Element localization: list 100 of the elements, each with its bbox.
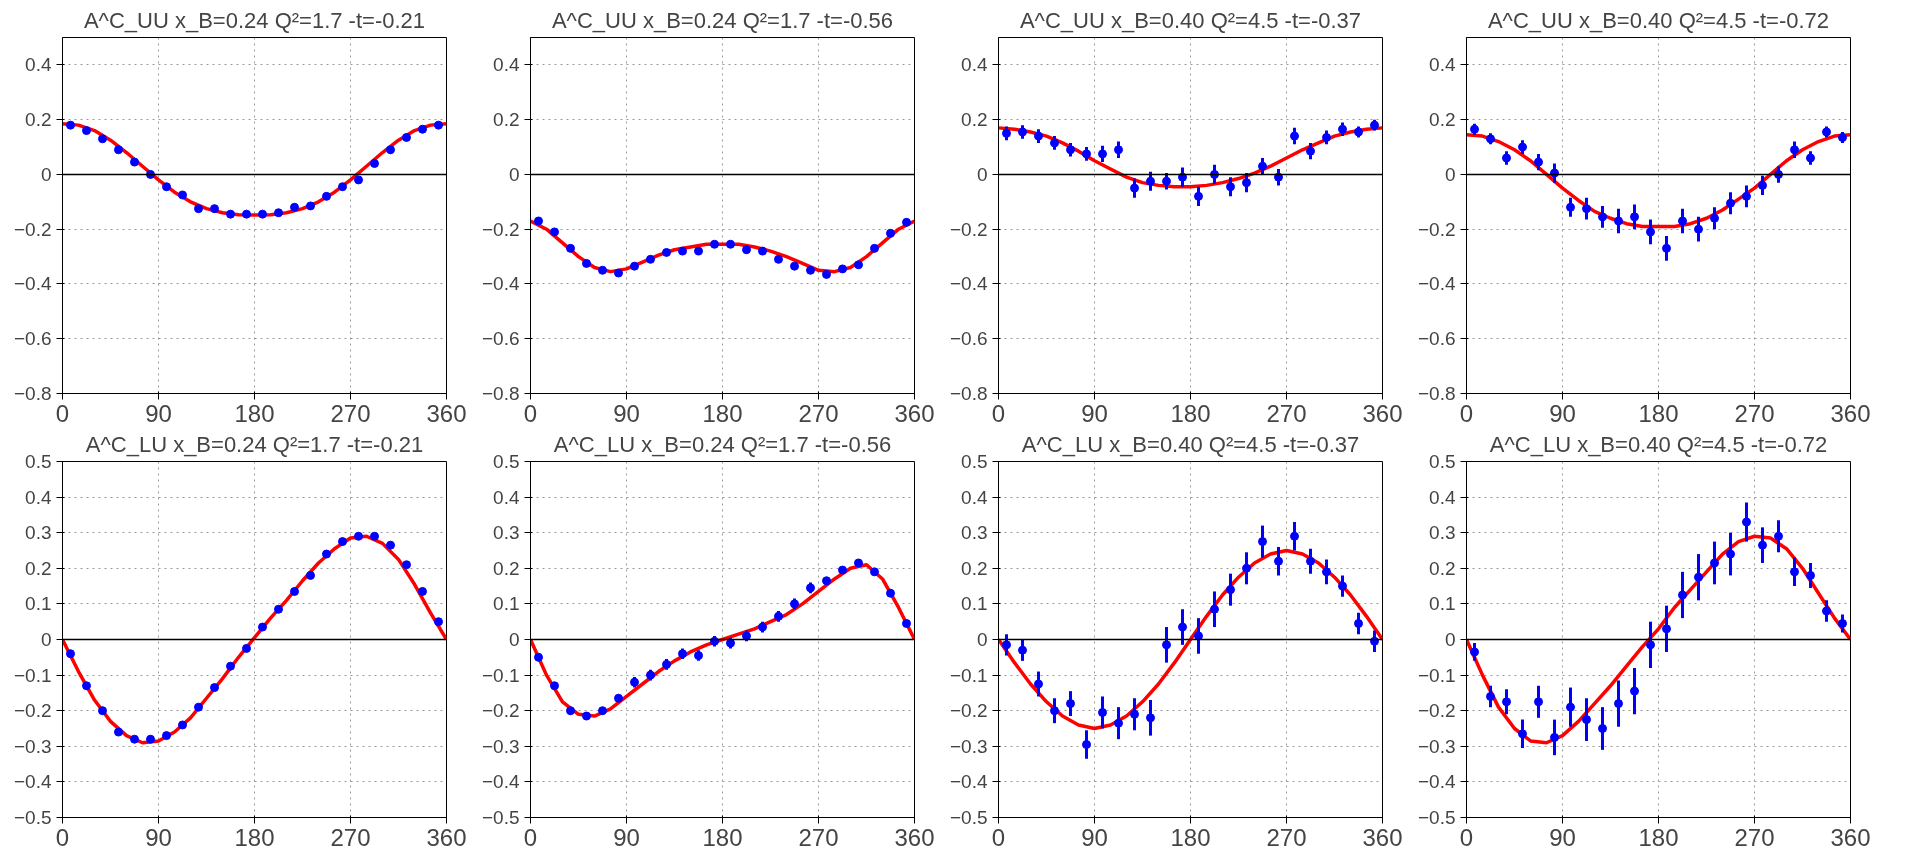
y-tick-label: −0.5	[481, 807, 520, 828]
y-tick-label: −0.1	[1417, 664, 1456, 686]
y-tick-label: 0.5	[1429, 451, 1456, 472]
y-tick-label: 0.4	[1429, 486, 1456, 508]
chart-title: A^C_UU x_B=0.24 Q²=1.7 -t=-0.56	[551, 7, 894, 33]
y-tick-label: −0.1	[13, 664, 52, 686]
y-tick-label: −0.3	[949, 735, 988, 757]
chart-title: A^C_LU x_B=0.40 Q²=4.5 -t=-0.72	[1489, 431, 1828, 457]
chart-title: A^C_LU x_B=0.24 Q²=1.7 -t=-0.56	[553, 431, 892, 457]
y-tick-label: 0	[40, 629, 52, 650]
y-tick-label: 0.5	[961, 451, 988, 472]
y-tick-label: 0.2	[25, 109, 52, 131]
y-tick-label: −0.2	[949, 218, 988, 240]
y-tick-label: −0.5	[13, 807, 52, 828]
y-tick-label: 0.2	[493, 557, 520, 579]
y-tick-label: 0.4	[493, 54, 520, 76]
x-tick-label: 180	[1170, 399, 1211, 427]
x-tick-label: 90	[145, 399, 172, 427]
y-tick-label: −0.1	[481, 664, 520, 686]
y-tick-label: −0.1	[949, 664, 988, 686]
chart-title: A^C_LU x_B=0.24 Q²=1.7 -t=-0.21	[85, 431, 424, 457]
y-tick-label: −0.2	[481, 218, 520, 240]
y-tick-label: −0.8	[1417, 383, 1456, 404]
y-tick-label: 0.1	[961, 593, 988, 615]
x-tick-label: 360	[894, 399, 935, 427]
y-tick-label: −0.6	[949, 328, 988, 350]
x-tick-label: 90	[613, 823, 640, 851]
y-tick-label: 0.3	[493, 522, 520, 544]
x-tick-label: 90	[1081, 399, 1108, 427]
y-tick-label: −0.3	[1417, 735, 1456, 757]
y-tick-label: 0	[1444, 629, 1456, 650]
y-tick-label: 0.4	[493, 486, 520, 508]
y-tick-label: 0.2	[1429, 109, 1456, 131]
y-tick-label: 0.4	[961, 486, 988, 508]
y-tick-label: 0.1	[25, 593, 52, 615]
x-tick-label: 90	[1081, 823, 1108, 851]
y-tick-label: 0.2	[1429, 557, 1456, 579]
y-tick-label: −0.4	[481, 273, 520, 295]
y-tick-label: −0.3	[481, 735, 520, 757]
x-tick-label: 270	[330, 823, 371, 851]
y-tick-label: 0.3	[961, 522, 988, 544]
y-tick-label: −0.8	[13, 383, 52, 404]
x-tick-label: 180	[702, 823, 743, 851]
y-tick-label: −0.4	[481, 771, 520, 793]
y-tick-label: −0.8	[949, 383, 988, 404]
x-tick-label: 270	[798, 399, 839, 427]
x-tick-label: 180	[234, 399, 275, 427]
y-tick-label: −0.5	[1417, 807, 1456, 828]
chart-title: A^C_UU x_B=0.24 Q²=1.7 -t=-0.21	[83, 7, 426, 33]
y-tick-label: −0.4	[949, 273, 988, 295]
x-tick-label: 270	[330, 399, 371, 427]
y-tick-label: −0.2	[1417, 700, 1456, 722]
x-tick-label: 270	[1266, 399, 1307, 427]
y-tick-label: −0.3	[13, 735, 52, 757]
y-tick-label: 0	[1444, 163, 1456, 185]
y-tick-label: −0.4	[13, 771, 52, 793]
y-tick-label: −0.5	[949, 807, 988, 828]
x-tick-label: 270	[1734, 823, 1775, 851]
x-tick-label: 270	[798, 823, 839, 851]
x-tick-label: 360	[1362, 823, 1403, 851]
y-tick-label: −0.6	[1417, 328, 1456, 350]
x-tick-label: 180	[702, 399, 743, 427]
y-tick-label: −0.2	[13, 700, 52, 722]
y-tick-label: −0.4	[949, 771, 988, 793]
x-tick-label: 360	[1362, 399, 1403, 427]
y-tick-label: 0.1	[493, 593, 520, 615]
x-tick-label: 270	[1266, 823, 1307, 851]
x-tick-label: 360	[1830, 399, 1871, 427]
y-tick-label: −0.4	[1417, 771, 1456, 793]
chart-title: A^C_LU x_B=0.40 Q²=4.5 -t=-0.37	[1021, 431, 1360, 457]
y-tick-label: 0.5	[25, 451, 52, 472]
y-tick-label: −0.8	[481, 383, 520, 404]
y-tick-label: 0.5	[493, 451, 520, 472]
x-tick-label: 90	[145, 823, 172, 851]
y-tick-label: 0.3	[1429, 522, 1456, 544]
y-tick-label: −0.4	[1417, 273, 1456, 295]
x-tick-label: 90	[1549, 823, 1576, 851]
y-tick-label: 0	[508, 163, 520, 185]
x-tick-label: 360	[426, 399, 467, 427]
y-tick-label: 0.4	[25, 486, 52, 508]
x-tick-label: 90	[613, 399, 640, 427]
x-tick-label: 180	[234, 823, 275, 851]
y-tick-label: −0.2	[13, 218, 52, 240]
y-tick-label: 0.4	[961, 54, 988, 76]
chart-title: A^C_UU x_B=0.40 Q²=4.5 -t=-0.37	[1019, 7, 1362, 33]
y-tick-label: 0	[40, 163, 52, 185]
x-tick-label: 360	[1830, 823, 1871, 851]
x-tick-label: 180	[1638, 823, 1679, 851]
y-tick-label: 0.3	[25, 522, 52, 544]
y-tick-label: 0.2	[25, 557, 52, 579]
x-tick-label: 360	[426, 823, 467, 851]
y-tick-label: 0.2	[493, 109, 520, 131]
y-tick-label: 0.2	[961, 109, 988, 131]
y-tick-label: −0.6	[481, 328, 520, 350]
y-tick-label: −0.4	[13, 273, 52, 295]
y-tick-label: 0.4	[25, 54, 52, 76]
y-tick-label: 0	[508, 629, 520, 650]
y-tick-label: 0	[976, 629, 988, 650]
y-tick-label: 0	[976, 163, 988, 185]
y-tick-label: −0.2	[1417, 218, 1456, 240]
